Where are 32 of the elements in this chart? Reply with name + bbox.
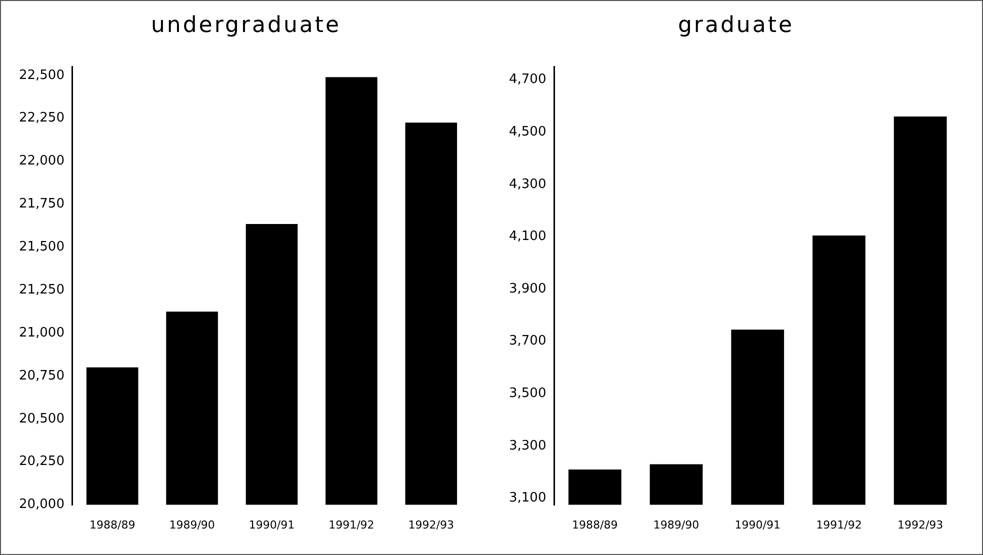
x-tick-label: 1992/93 bbox=[408, 518, 454, 532]
y-tick-label: 20,500 bbox=[18, 411, 64, 426]
y-tick-label: 4,700 bbox=[509, 72, 546, 88]
x-tick-label: 1991/92 bbox=[816, 518, 862, 532]
y-tick-label: 3,900 bbox=[509, 281, 546, 296]
y-tick-label: 20,750 bbox=[18, 368, 64, 384]
x-tick-label: 1989/90 bbox=[653, 518, 700, 532]
x-tick-label: 1988/89 bbox=[572, 518, 618, 532]
y-tick-label: 22,000 bbox=[18, 154, 64, 169]
y-tick-label: 21,000 bbox=[18, 325, 64, 340]
y-tick-label: 4,300 bbox=[509, 176, 546, 192]
y-tick-label: 22,250 bbox=[18, 110, 64, 126]
x-tick-label: 1991/92 bbox=[328, 518, 374, 532]
x-tick-label: 1990/91 bbox=[734, 518, 780, 532]
y-tick-label: 20,000 bbox=[18, 497, 64, 512]
x-tick-label: 1992/93 bbox=[897, 518, 944, 532]
y-tick-label: 20,250 bbox=[18, 454, 64, 470]
y-tick-label: 3,100 bbox=[509, 490, 546, 506]
y-tick-label: 3,500 bbox=[509, 386, 546, 402]
chart-title: undergraduate bbox=[150, 13, 342, 38]
y-tick-label: 3,300 bbox=[509, 438, 546, 454]
y-tick-label: 22,500 bbox=[18, 68, 64, 83]
x-tick-label: 1990/91 bbox=[248, 518, 295, 532]
y-tick-label: 21,500 bbox=[18, 240, 64, 255]
y-tick-label: 3,700 bbox=[509, 334, 546, 349]
y-tick-label: 4,500 bbox=[509, 124, 546, 140]
chart-title: graduate bbox=[676, 13, 796, 38]
x-tick-label: 1989/90 bbox=[169, 518, 215, 532]
y-tick-label: 21,750 bbox=[18, 196, 64, 212]
y-tick-label: 4,100 bbox=[509, 229, 546, 244]
y-tick-label: 21,250 bbox=[18, 282, 64, 298]
x-tick-label: 1988/89 bbox=[89, 518, 136, 532]
